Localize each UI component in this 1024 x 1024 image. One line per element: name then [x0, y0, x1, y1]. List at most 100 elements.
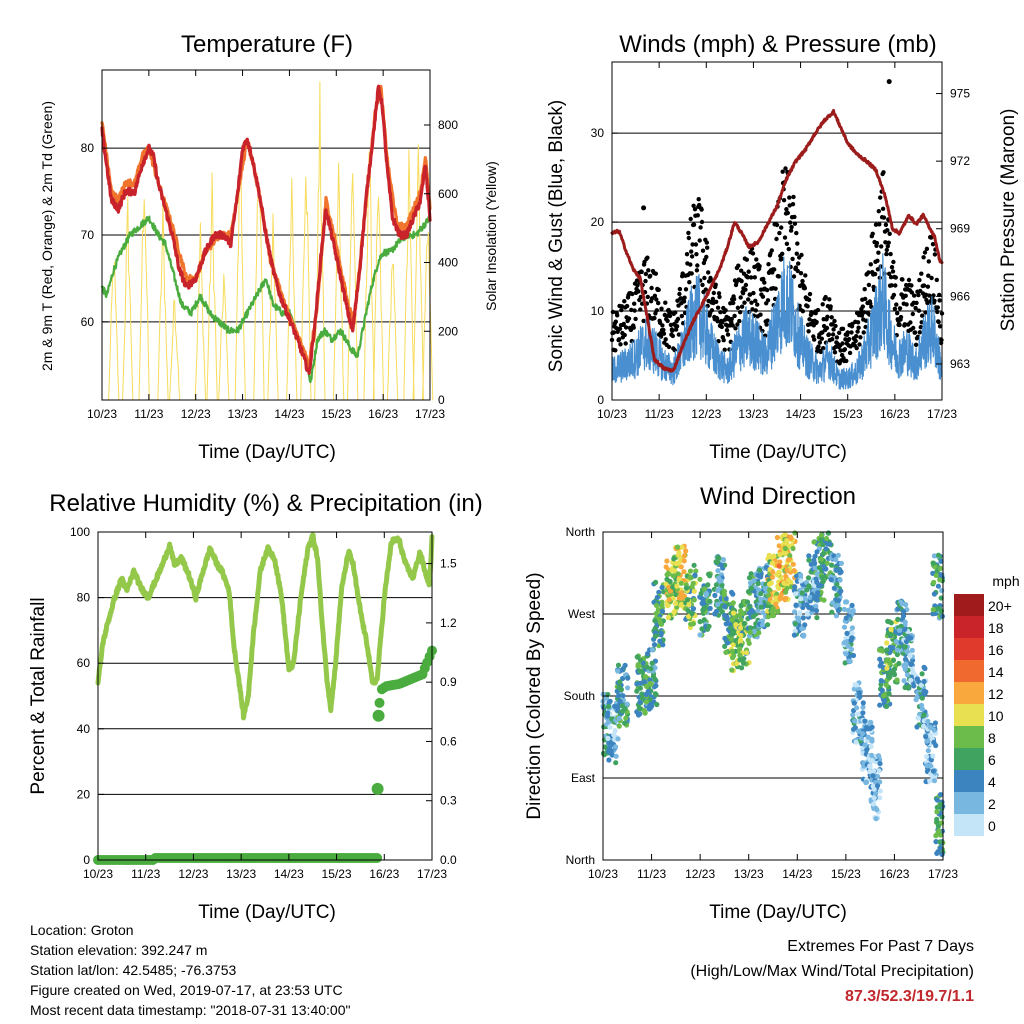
- solar-insolation-spike: [206, 172, 218, 401]
- direction-point: [686, 602, 692, 608]
- extremes-values: 87.3/52.3/19.7/1.1: [845, 988, 974, 1005]
- gust-point: [897, 306, 903, 311]
- direction-point: [934, 809, 940, 815]
- direction-point: [719, 582, 725, 588]
- direction-point: [801, 632, 807, 638]
- direction-point: [670, 584, 676, 590]
- direction-point: [931, 727, 937, 733]
- gust-point: [913, 342, 919, 347]
- direction-point: [798, 578, 804, 584]
- direction-point: [738, 603, 744, 609]
- gust-point: [891, 259, 896, 265]
- gust-point: [849, 330, 854, 335]
- direction-point: [915, 715, 921, 721]
- direction-point: [811, 539, 817, 545]
- direction-point: [683, 585, 690, 591]
- direction-point: [814, 549, 820, 555]
- gust-point: [722, 347, 727, 352]
- direction-point: [850, 712, 856, 718]
- direction-point: [687, 568, 694, 574]
- direction-point: [782, 545, 789, 552]
- direction-point: [673, 561, 679, 567]
- direction-point: [878, 681, 884, 688]
- humidity-frame: [97, 531, 433, 861]
- direction-point: [670, 573, 677, 579]
- gust-point: [826, 332, 832, 337]
- direction-point: [871, 795, 877, 801]
- direction-point: [729, 667, 735, 673]
- gust-point: [652, 293, 658, 298]
- humidity-y2tick-label: 1.5: [440, 557, 457, 571]
- direction-point: [653, 579, 659, 586]
- direction-point: [681, 569, 687, 575]
- direction-point: [653, 610, 659, 617]
- direction-point: [830, 600, 836, 606]
- gust-point: [721, 338, 726, 343]
- gust-point: [922, 250, 928, 255]
- gust-point: [924, 246, 930, 251]
- gust-point: [802, 286, 807, 291]
- direction-point: [874, 783, 881, 789]
- colorbar-label: 18: [988, 620, 1004, 636]
- direction-point: [715, 587, 721, 594]
- direction-point: [818, 532, 825, 538]
- gust-point: [739, 268, 744, 273]
- gust-point: [757, 264, 762, 269]
- direction-point: [812, 565, 818, 571]
- direction-point: [700, 607, 706, 613]
- gust-point: [660, 323, 665, 328]
- direction-point: [617, 698, 623, 705]
- gust-point: [897, 322, 902, 328]
- gust-point: [784, 207, 789, 212]
- direction-point: [828, 577, 834, 583]
- direction-point: [802, 622, 808, 628]
- gust-point: [919, 271, 924, 276]
- direction-point: [849, 602, 855, 609]
- direction-point: [884, 703, 890, 710]
- gust-point: [892, 306, 898, 311]
- gust-point: [868, 262, 873, 267]
- gust-point: [774, 236, 779, 242]
- direction-point: [737, 625, 744, 631]
- direction-point: [848, 637, 854, 643]
- direction-point: [818, 556, 824, 562]
- solar-insolation-spike: [403, 149, 415, 401]
- temperature-ytick-label: 80: [81, 141, 95, 155]
- direction-point: [919, 695, 925, 701]
- direction-point: [850, 608, 856, 614]
- direction-point: [807, 594, 813, 600]
- direction-point: [659, 584, 665, 591]
- direction-point: [895, 616, 901, 623]
- humidity-y2tick-label: 0.6: [440, 734, 457, 748]
- gust-point: [832, 318, 837, 324]
- winds-y2tick-label: 966: [950, 289, 970, 303]
- direction-point: [853, 682, 859, 688]
- direction-point: [893, 639, 900, 645]
- gust-point: [684, 252, 690, 257]
- direction-point: [931, 579, 937, 586]
- colorbar-label: 2: [988, 796, 996, 812]
- direction-point: [664, 558, 670, 564]
- direction-point: [930, 753, 936, 759]
- gust-point: [916, 308, 922, 313]
- gust-point: [937, 298, 942, 303]
- direction-point: [689, 584, 695, 590]
- winds-xtick-label: 11/23: [645, 407, 674, 421]
- gust-point: [796, 261, 801, 266]
- gust-point: [747, 292, 753, 297]
- gust-point: [782, 235, 788, 240]
- gust-point: [795, 268, 800, 274]
- direction-point: [618, 686, 625, 693]
- humidity-ytick-label: 100: [70, 525, 90, 539]
- direction-point: [846, 658, 852, 664]
- direction-point: [820, 551, 827, 557]
- direction-point: [605, 710, 611, 716]
- direction-point: [860, 704, 866, 710]
- direction-point: [715, 568, 721, 574]
- solar-insolation-spike: [333, 162, 345, 401]
- direction-point: [833, 613, 840, 619]
- gust-point: [855, 329, 860, 334]
- gust-point: [787, 195, 792, 200]
- gust-point: [689, 249, 694, 254]
- direction-point: [668, 588, 674, 594]
